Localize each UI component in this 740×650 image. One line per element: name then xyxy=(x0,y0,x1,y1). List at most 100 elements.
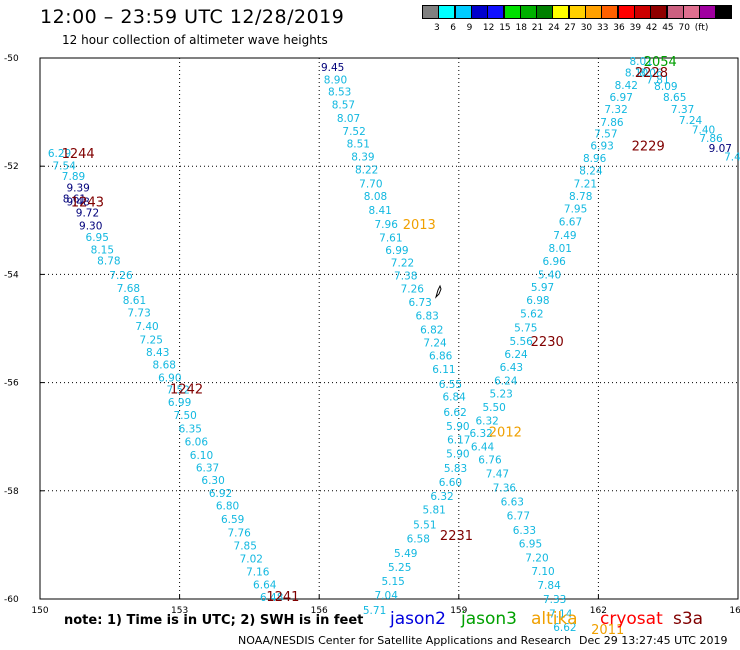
swh-value: 8.15 xyxy=(91,245,114,257)
swh-value: 7.32 xyxy=(604,104,627,116)
time-labels: 1244 1243 1242 1241 2013 2012 2011 2230 2231 2229… xyxy=(62,55,677,638)
land-outline xyxy=(434,284,442,299)
legend-swatch xyxy=(715,5,733,19)
swh-value: 8.06 xyxy=(639,68,663,80)
swh-value: 6.17 xyxy=(447,434,470,446)
swh-value: 6.96 xyxy=(542,256,566,268)
swh-value: 8.09 xyxy=(654,81,677,93)
time-label: 1241 xyxy=(266,590,299,605)
swh-value: 8.01 xyxy=(630,56,653,68)
swh-value: 6.99 xyxy=(168,397,191,409)
time-label: 2231 xyxy=(440,529,473,544)
swh-value: 6.67 xyxy=(559,216,582,228)
swh-value: 9.45 xyxy=(321,62,344,74)
swh-value: 7.38 xyxy=(394,270,417,282)
swh-value: 7.85 xyxy=(234,540,257,552)
swh-value: 6.44 xyxy=(471,441,495,453)
swh-value: 7.76 xyxy=(227,527,251,539)
swh-value: 5.83 xyxy=(444,463,467,475)
swh-value: 6.63 xyxy=(501,497,524,509)
swh-value: 6.33 xyxy=(513,525,536,537)
page-subtitle: 12 hour collection of altimeter wave hei… xyxy=(62,33,328,47)
swh-value: 6.99 xyxy=(385,245,408,257)
swh-value: 6.73 xyxy=(408,297,431,309)
swh-value: 6.32 xyxy=(469,428,492,440)
legend-label: 42 xyxy=(645,23,658,33)
swh-value: 6.58 xyxy=(407,533,430,545)
swh-value: 7.81 xyxy=(646,75,669,87)
swh-value: 6.82 xyxy=(420,325,443,337)
footer-note: note: 1) Time is in UTC; 2) SWH is in fe… xyxy=(64,613,364,628)
swh-value: 7.68 xyxy=(117,283,140,295)
swh-value: 5.81 xyxy=(422,505,445,517)
legend-label: 15 xyxy=(499,23,511,33)
swh-values: 6.297.547.899.398.619.489.729.306.958.15… xyxy=(48,56,740,634)
legend-label: 9 xyxy=(466,23,473,33)
x-tick-label: 153 xyxy=(171,606,188,616)
swh-value: 6.76 xyxy=(478,454,502,466)
swh-value: 6.77 xyxy=(507,511,530,523)
swh-value: 8.08 xyxy=(364,191,387,203)
swh-value: 9.30 xyxy=(79,221,102,233)
footer-sat-jason3: jason3 xyxy=(461,609,517,629)
swh-value: 7.73 xyxy=(127,307,150,319)
swh-value: 7.25 xyxy=(140,334,163,346)
swh-value: 7.4 xyxy=(724,151,740,163)
swh-value: 6.62 xyxy=(443,407,466,419)
legend-label: 45 xyxy=(662,23,674,33)
swh-value: 6.95 xyxy=(519,538,542,550)
swh-value: 9.39 xyxy=(66,182,89,194)
y-tick-label: -50 xyxy=(4,54,19,64)
time-label: 2011 xyxy=(591,623,624,638)
swh-value: 7.49 xyxy=(553,230,576,242)
swh-value: 7.37 xyxy=(671,104,694,116)
swh-value: 7.36 xyxy=(493,483,517,495)
swh-value: 5.40 xyxy=(538,269,561,281)
swh-value: 8.43 xyxy=(146,347,169,359)
swh-value: 7.40 xyxy=(135,321,158,333)
swh-value: 7.24 xyxy=(423,338,447,350)
swh-value: 5.56 xyxy=(509,336,533,348)
footer-sat-s3a: s3a xyxy=(673,609,704,629)
time-label: 1242 xyxy=(170,383,203,398)
footer-timestamp: Dec 29 13:27:45 UTC 2019 xyxy=(579,634,728,647)
swh-value: 8.61 xyxy=(123,295,146,307)
legend-label: (ft) xyxy=(694,23,709,33)
y-tick-label: -52 xyxy=(4,162,19,172)
map-frame xyxy=(39,57,739,600)
time-label: 2230 xyxy=(531,335,564,350)
swh-value: 5.90 xyxy=(446,448,469,460)
swh-value: 8.41 xyxy=(368,205,391,217)
x-tick-label: 162 xyxy=(590,606,607,616)
swh-value: 5.50 xyxy=(482,402,505,414)
swh-value: 7.89 xyxy=(62,171,85,183)
swh-value: 7.10 xyxy=(531,566,554,578)
footer-credit: NOAA/NESDIS Center for Satellite Applica… xyxy=(238,634,572,647)
swh-value: 6.64 xyxy=(253,579,277,591)
swh-value: 8.57 xyxy=(332,100,355,112)
swh-value: 8.78 xyxy=(569,191,592,203)
swh-value: 8.39 xyxy=(351,151,374,163)
swh-value: 7.52 xyxy=(342,126,365,138)
swh-value: 6.59 xyxy=(221,514,244,526)
swh-value: 6.43 xyxy=(500,362,523,374)
swh-value: 6.11 xyxy=(432,364,455,376)
swh-value: 9.72 xyxy=(76,208,99,220)
swh-value: 8.01 xyxy=(549,243,572,255)
x-tick-label: 150 xyxy=(31,606,48,616)
axis-ticks: 150 153 156 159 162 165 -50 -52 -54 -56 -58 -60 xyxy=(4,54,740,616)
swh-value: 5.49 xyxy=(394,548,417,560)
swh-value: 6.95 xyxy=(86,232,109,244)
swh-value: 8.53 xyxy=(328,87,351,99)
swh-value: 6.55 xyxy=(439,379,462,391)
legend-label: 36 xyxy=(613,23,625,33)
legend-label: 39 xyxy=(629,23,642,33)
legend-label: 12 xyxy=(482,23,495,33)
swh-value: 6.35 xyxy=(179,424,202,436)
legend-label: 18 xyxy=(515,23,527,33)
swh-value: 8.78 xyxy=(97,255,120,267)
footer-sat-altika: altika xyxy=(531,609,578,629)
swh-value: 9.48 xyxy=(66,196,89,208)
swh-value: 6.10 xyxy=(190,450,213,462)
